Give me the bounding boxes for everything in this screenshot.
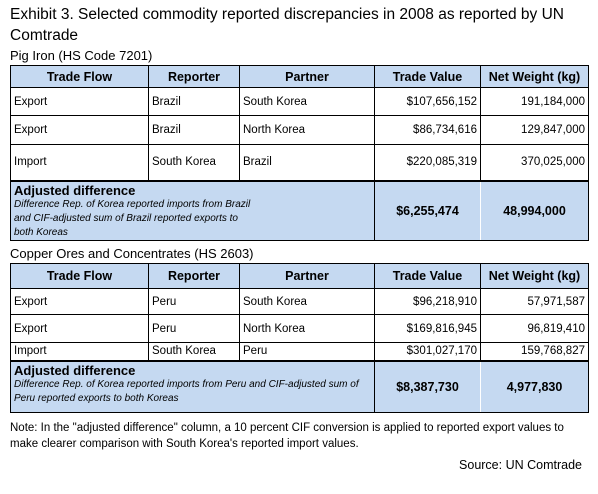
cell-trade-flow: Export	[10, 87, 149, 116]
adjusted-difference-description: Difference Rep. of Korea reported import…	[14, 378, 359, 404]
cell-net-weight: 96,819,410	[480, 314, 589, 343]
footnote: Note: In the "adjusted difference" colum…	[10, 422, 564, 450]
cell-trade-value: $169,816,945	[374, 314, 481, 343]
adjusted-net-weight: 48,994,000	[480, 179, 589, 241]
table-row: Import South Korea Peru $301,027,170 159…	[10, 342, 589, 361]
cell-net-weight: 57,971,587	[480, 288, 589, 315]
table1-subtitle: Pig Iron (HS Code 7201)	[10, 48, 153, 63]
adjusted-difference-cell: Adjusted difference Difference Rep. of K…	[10, 179, 375, 241]
adjusted-difference-row: Adjusted difference Difference Rep. of K…	[10, 359, 589, 413]
cell-reporter: South Korea	[148, 144, 240, 181]
table-row: Import South Korea Brazil $220,085,319 3…	[10, 144, 589, 181]
header-trade-value: Trade Value	[374, 263, 481, 289]
adjusted-trade-value: $8,387,730	[374, 359, 481, 413]
header-partner: Partner	[239, 65, 375, 88]
cell-trade-flow: Export	[10, 115, 149, 145]
header-trade-flow: Trade Flow	[10, 263, 149, 289]
cell-trade-flow: Export	[10, 314, 149, 343]
copper-ores-table: Trade Flow Reporter Partner Trade Value …	[10, 263, 589, 413]
table-row: Export Brazil South Korea $107,656,152 1…	[10, 87, 589, 116]
table-row: Export Peru North Korea $169,816,945 96,…	[10, 314, 589, 343]
table-row: Export Brazil North Korea $86,734,616 12…	[10, 115, 589, 145]
cell-partner: South Korea	[239, 87, 375, 116]
cell-trade-value: $301,027,170	[374, 342, 481, 361]
cell-trade-flow: Export	[10, 288, 149, 315]
cell-net-weight: 129,847,000	[480, 115, 589, 145]
cell-trade-value: $96,218,910	[374, 288, 481, 315]
cell-trade-value: $220,085,319	[374, 144, 481, 181]
adjusted-difference-cell: Adjusted difference Difference Rep. of K…	[10, 359, 375, 413]
adjusted-net-weight: 4,977,830	[480, 359, 589, 413]
cell-partner: Brazil	[239, 144, 375, 181]
header-net-weight: Net Weight (kg)	[480, 65, 589, 88]
cell-trade-flow: Import	[10, 144, 149, 181]
cell-partner: North Korea	[239, 314, 375, 343]
cell-reporter: Peru	[148, 288, 240, 315]
cell-partner: Peru	[239, 342, 375, 361]
cell-trade-flow: Import	[10, 342, 149, 361]
cell-partner: South Korea	[239, 288, 375, 315]
source-line: Source: UN Comtrade	[459, 458, 582, 472]
adjusted-trade-value: $6,255,474	[374, 179, 481, 241]
page-title: Exhibit 3. Selected commodity reported d…	[10, 6, 564, 44]
table-header-row: Trade Flow Reporter Partner Trade Value …	[10, 65, 589, 88]
cell-trade-value: $107,656,152	[374, 87, 481, 116]
header-reporter: Reporter	[148, 263, 240, 289]
table2-subtitle: Copper Ores and Concentrates (HS 2603)	[10, 246, 254, 261]
table-row: Export Peru South Korea $96,218,910 57,9…	[10, 288, 589, 315]
cell-partner: North Korea	[239, 115, 375, 145]
table-header-row: Trade Flow Reporter Partner Trade Value …	[10, 263, 589, 289]
cell-trade-value: $86,734,616	[374, 115, 481, 145]
cell-net-weight: 370,025,000	[480, 144, 589, 181]
cell-net-weight: 159,768,827	[480, 342, 589, 361]
header-partner: Partner	[239, 263, 375, 289]
header-trade-value: Trade Value	[374, 65, 481, 88]
cell-reporter: Brazil	[148, 87, 240, 116]
adjusted-difference-label: Adjusted difference	[14, 182, 136, 198]
adjusted-difference-row: Adjusted difference Difference Rep. of K…	[10, 179, 589, 241]
header-net-weight: Net Weight (kg)	[480, 263, 589, 289]
header-reporter: Reporter	[148, 65, 240, 88]
pig-iron-table: Trade Flow Reporter Partner Trade Value …	[10, 65, 589, 241]
header-trade-flow: Trade Flow	[10, 65, 149, 88]
adjusted-difference-description: Difference Rep. of Korea reported import…	[14, 198, 251, 238]
cell-reporter: South Korea	[148, 342, 240, 361]
cell-net-weight: 191,184,000	[480, 87, 589, 116]
adjusted-difference-label: Adjusted difference	[14, 362, 136, 378]
cell-reporter: Peru	[148, 314, 240, 343]
cell-reporter: Brazil	[148, 115, 240, 145]
